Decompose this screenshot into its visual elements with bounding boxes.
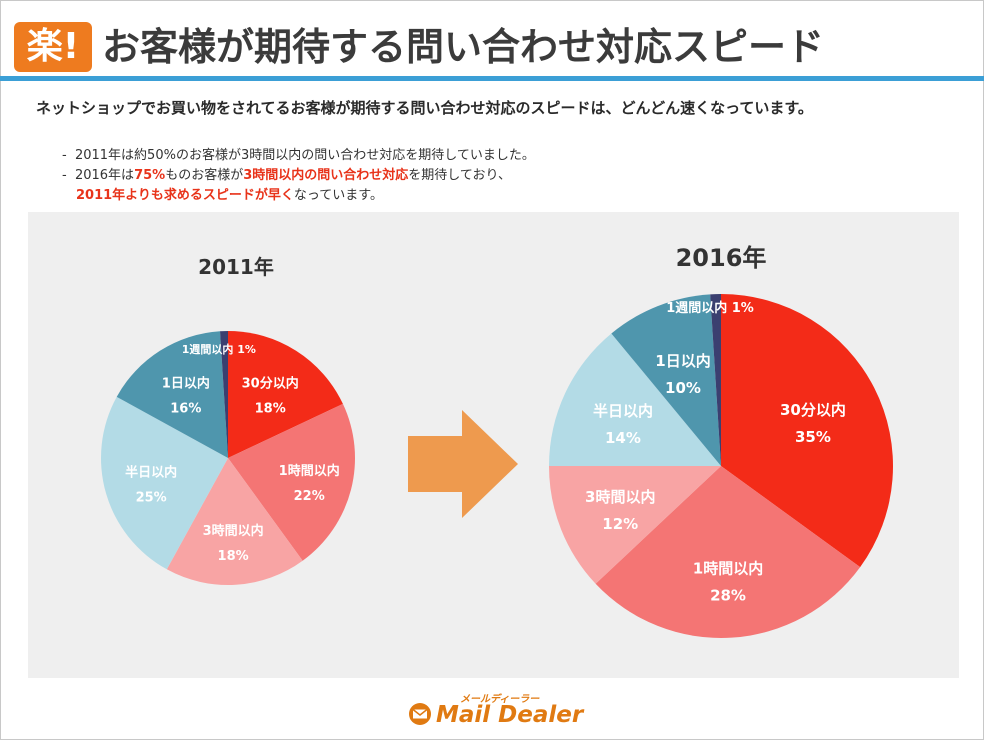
pie-slice-1hour <box>595 466 861 638</box>
slice-name-1hour: 1時間以内 <box>693 560 763 578</box>
slice-value-30min: 18% <box>255 402 286 417</box>
slice-label-1week: 1週間以内 1% <box>182 342 256 356</box>
slice-value-3hours: 18% <box>218 549 249 564</box>
pie-slice-3hours <box>166 458 303 585</box>
bullet-2016-cont: 2011年よりも求めるスピードが早くなっています。 <box>76 186 383 205</box>
slice-name-1day: 1日以内 <box>162 376 210 392</box>
slice-value-1day: 16% <box>170 402 201 417</box>
pie-chart-2011: 30分以内 18% 1時間以内 22% 3時間以内 18% 半日以内 25% 1日以内 16% 1週… <box>100 331 355 585</box>
bullet-2011-text: 2011年は約50%のお客様が3時間以内の問い合わせ対応を期待していました。 <box>74 148 535 163</box>
envelope-icon <box>409 703 431 725</box>
page-title: お客様が期待する問い合わせ対応スピード <box>102 25 825 69</box>
brand-kana: メールディーラー <box>460 694 540 705</box>
bullet-2016-text-3: を期待しており、 <box>408 168 511 183</box>
right-arrow-icon <box>408 410 518 518</box>
slice-label-1week: 1週間以内 1% <box>666 300 754 316</box>
bullet-2016-text-4: なっています。 <box>293 188 383 203</box>
slice-name-half-day: 半日以内 <box>125 464 177 480</box>
slice-value-1week: 1% <box>727 301 754 316</box>
raku-logo: 楽! <box>14 22 92 72</box>
slice-value-1hour: 22% <box>294 489 325 504</box>
bullet-2016: - 2016年は75%ものお客様が3時間以内の問い合わせ対応を期待しており、 <box>62 166 511 185</box>
slice-name-1week: 1週間以内 <box>666 300 727 316</box>
bullet-dash: - <box>62 148 67 163</box>
bullet-2016-text-1: 2016年は <box>74 168 135 183</box>
pie-slice-1day <box>611 294 721 466</box>
slice-name-1day: 1日以内 <box>655 352 710 370</box>
lead-text: ネットショップでお買い物をされてるお客様が期待する問い合わせ対応のスピードは、ど… <box>36 99 813 117</box>
pie-slice-1day <box>116 331 228 458</box>
slice-value-1day: 10% <box>665 379 701 397</box>
chart-title-2016: 2016年 <box>676 244 767 272</box>
pie-slice-half-day <box>549 333 721 466</box>
chart-panel: 2011年 2016年 30分以内 18% 1時間以内 22% 3時間以内 18% 半日以内… <box>28 212 959 678</box>
slice-name-1hour: 1時間以内 <box>279 463 340 479</box>
pie-slice-1week <box>220 331 228 458</box>
slice-value-3hours: 12% <box>602 515 638 533</box>
bullet-dash: - <box>62 168 67 183</box>
chart-title-2011: 2011年 <box>198 255 274 279</box>
bullet-2016-text-2: ものお客様が <box>165 168 244 183</box>
highlight-75pct: 75% <box>134 168 166 183</box>
slice-name-1week: 1週間以内 <box>182 342 234 356</box>
brand-name: Mail Dealer <box>436 702 584 728</box>
slice-value-30min: 35% <box>795 428 831 446</box>
mail-dealer-logo: メールディーラー Mail Dealer <box>408 690 588 736</box>
slice-value-half-day: 25% <box>136 490 167 505</box>
pie-slice-3hours <box>549 466 721 584</box>
slice-name-half-day: 半日以内 <box>593 402 653 420</box>
slice-name-3hours: 3時間以内 <box>585 488 655 506</box>
highlight-faster: 2011年よりも求めるスピードが早く <box>76 188 294 203</box>
slice-value-1week: 1% <box>233 343 256 356</box>
chart-canvas: 2011年 2016年 30分以内 18% 1時間以内 22% 3時間以内 18% 半日以内… <box>100 244 893 638</box>
pie-slice-1hour <box>228 403 355 561</box>
slice-value-1hour: 28% <box>710 587 746 605</box>
title-divider <box>0 76 984 81</box>
slice-value-half-day: 14% <box>605 429 641 447</box>
highlight-3h: 3時間以内の問い合わせ対応 <box>243 168 409 183</box>
pie-chart-2016: 30分以内 35% 1時間以内 28% 3時間以内 12% 半日以内 14% 1日以内 10% 1週… <box>549 294 893 638</box>
pie-slice-30min <box>228 331 343 458</box>
slice-name-30min: 30分以内 <box>780 401 846 419</box>
pie-slice-half-day <box>100 396 228 570</box>
pie-slice-30min <box>721 294 893 568</box>
bullet-2011: - 2011年は約50%のお客様が3時間以内の問い合わせ対応を期待していました。 <box>62 146 535 165</box>
pie-slice-1week <box>710 294 721 466</box>
slice-name-3hours: 3時間以内 <box>203 523 264 539</box>
slice-name-30min: 30分以内 <box>242 376 299 392</box>
